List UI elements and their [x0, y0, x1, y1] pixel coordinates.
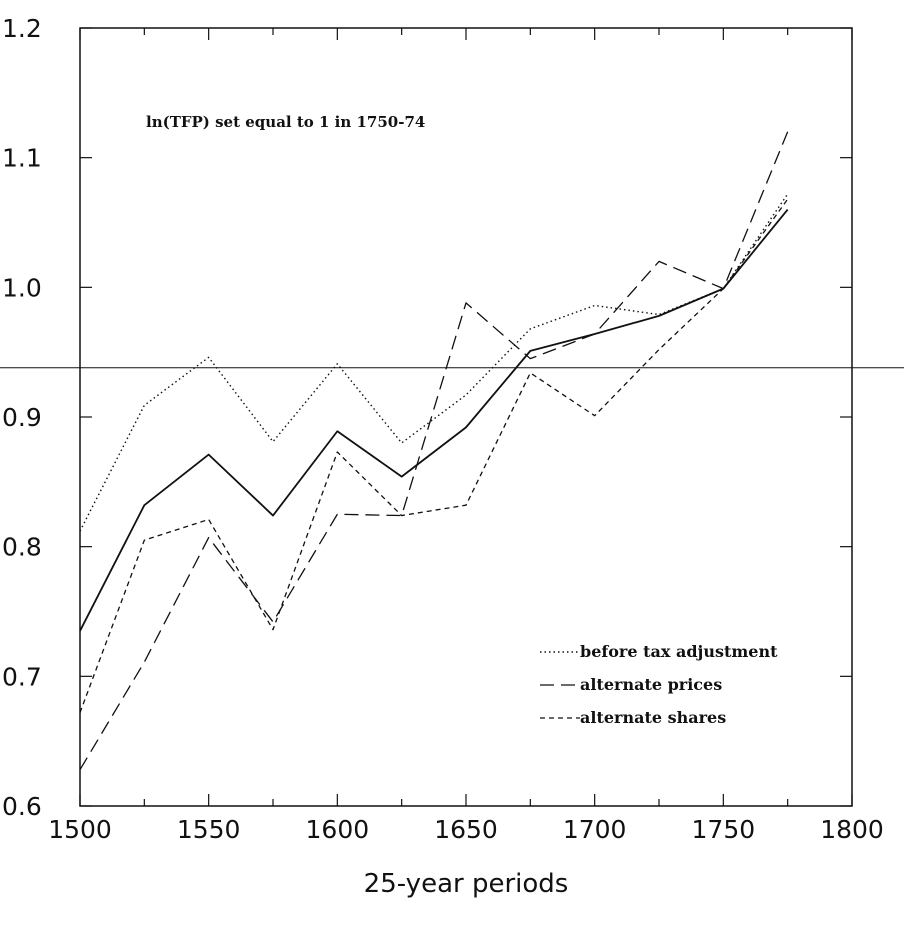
x-tick-label: 1650 — [434, 815, 498, 844]
y-tick-label: 1.0 — [2, 273, 42, 302]
legend: before tax adjustment alternate prices alt… — [540, 642, 778, 727]
x-tick-labels: 1500 1550 1600 1650 1700 1750 1800 — [48, 815, 884, 844]
axis-ticks — [79, 27, 853, 807]
x-tick-label: 1700 — [563, 815, 627, 844]
y-tick-label: 0.8 — [2, 533, 42, 562]
x-tick-label: 1750 — [692, 815, 756, 844]
series-line-shortdash — [79, 198, 789, 713]
y-tick-label: 1.1 — [2, 144, 42, 173]
x-tick-label: 1500 — [48, 815, 112, 844]
y-tick-label: 0.6 — [2, 792, 42, 821]
y-tick-labels: 0.6 0.7 0.8 0.9 1.0 1.1 1.2 — [2, 14, 42, 821]
y-tick-label: 1.2 — [2, 14, 42, 43]
x-tick-label: 1600 — [306, 815, 370, 844]
plot-frame — [79, 27, 853, 807]
series-line-dotted — [79, 193, 789, 532]
legend-label: before tax adjustment — [580, 642, 778, 661]
y-tick-label: 0.7 — [2, 662, 42, 691]
y-tick-label: 0.9 — [2, 403, 42, 432]
legend-label: alternate prices — [580, 675, 722, 694]
x-axis-title: 25-year periods — [364, 869, 569, 899]
chart-annotation: ln(TFP) set equal to 1 in 1750-74 — [146, 113, 425, 131]
x-tick-label: 1800 — [820, 815, 884, 844]
series-line-longdash — [79, 131, 789, 771]
x-tick-label: 1550 — [177, 815, 241, 844]
legend-label: alternate shares — [580, 708, 726, 727]
series-lines — [79, 131, 789, 771]
series-line-solid — [79, 208, 789, 632]
